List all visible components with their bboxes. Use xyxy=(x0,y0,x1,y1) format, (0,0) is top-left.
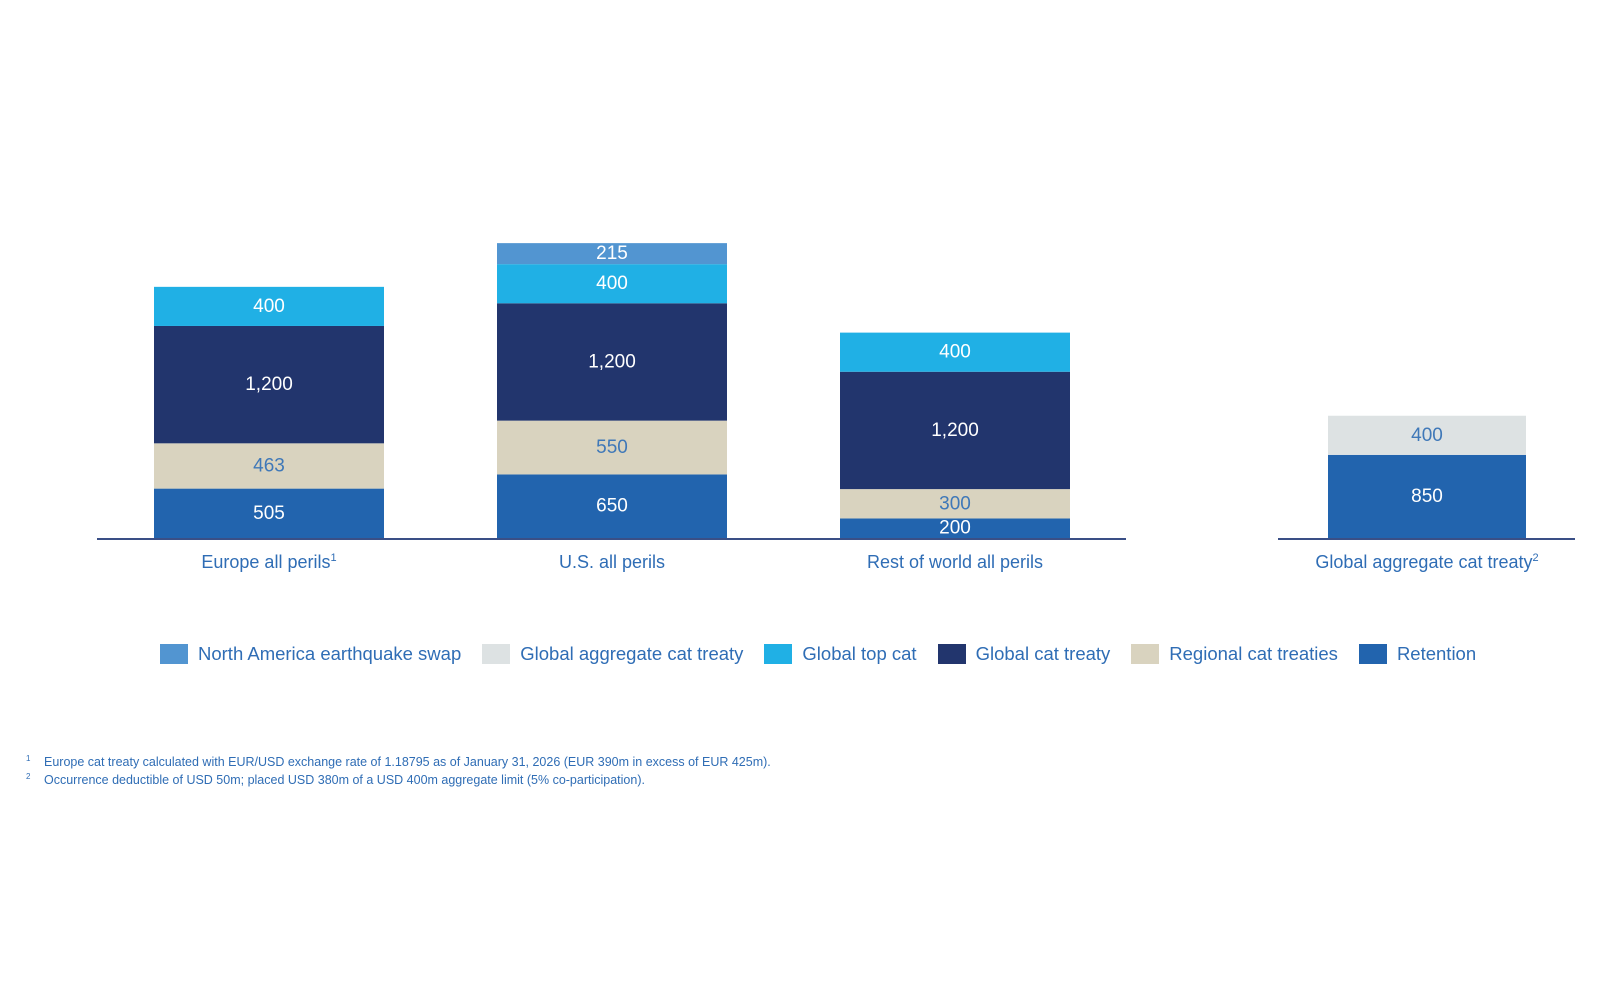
bar-segment-global-top-cat xyxy=(154,286,384,326)
legend-item: Global aggregate cat treaty xyxy=(482,643,743,665)
category-label: Global aggregate cat treaty2 xyxy=(1315,552,1538,572)
legend-swatch xyxy=(482,644,511,664)
legend-item: Regional cat treaties xyxy=(1131,643,1338,665)
data-label: 400 xyxy=(253,296,285,317)
footnote-mark: 1 xyxy=(26,754,31,763)
category-label: Rest of world all perils xyxy=(867,552,1043,572)
bar-stack: 850 400 xyxy=(1328,415,1526,538)
data-label: 300 xyxy=(939,493,971,514)
bar-segment-retention xyxy=(1328,454,1526,538)
chart-legend: North America earthquake swap Global aggr… xyxy=(160,643,1497,665)
legend-item: Global cat treaty xyxy=(937,643,1111,665)
data-label: 400 xyxy=(1411,425,1443,446)
bar-segment-north-america-earthquake-swap xyxy=(497,243,727,265)
bar-stack: 505 463 1,200 400 xyxy=(154,286,384,538)
legend-swatch xyxy=(1358,644,1387,664)
bar-segment-retention xyxy=(497,474,727,538)
bar-stack: 200 300 1,200 400 xyxy=(840,332,1070,539)
bar-segment-regional-cat-treaties xyxy=(497,420,727,475)
data-label: 215 xyxy=(596,243,628,264)
data-label: 850 xyxy=(1411,486,1443,507)
data-label: 1,200 xyxy=(588,351,636,372)
data-label: 463 xyxy=(253,455,285,476)
legend-item: Global top cat xyxy=(764,643,917,665)
legend-label: Global top cat xyxy=(802,643,917,664)
bar-segment-global-top-cat xyxy=(497,264,727,304)
data-label: 650 xyxy=(596,496,628,517)
bar-segment-global-cat-treaty xyxy=(840,371,1070,490)
bar-segment-global-cat-treaty xyxy=(497,303,727,421)
bar-stack: 650 550 1,200 400 215 xyxy=(497,243,727,538)
legend-label: Retention xyxy=(1396,643,1477,664)
bar-segment-global-aggregate-cat-treaty xyxy=(1328,415,1526,455)
data-label: 400 xyxy=(596,273,628,294)
data-label: 200 xyxy=(939,518,971,539)
legend-label: Regional cat treaties xyxy=(1169,643,1338,664)
footnote-text: Occurrence deductible of USD 50m; placed… xyxy=(44,773,645,787)
data-label: 400 xyxy=(939,342,971,363)
legend-swatch xyxy=(937,644,966,664)
data-label: 1,200 xyxy=(931,420,979,441)
category-label: Europe all perils1 xyxy=(201,552,336,572)
bar-segment-regional-cat-treaties xyxy=(840,489,1070,519)
legend-item: Retention xyxy=(1358,643,1477,665)
footnote-text: Europe cat treaty calculated with EUR/US… xyxy=(44,755,771,769)
legend-item: North America earthquake swap xyxy=(160,643,461,665)
bar-segment-retention xyxy=(154,488,384,538)
data-label: 550 xyxy=(596,437,628,458)
bar-segment-retention xyxy=(840,518,1070,538)
legend-label: Global aggregate cat treaty xyxy=(520,643,744,664)
data-label: 505 xyxy=(253,503,285,524)
bar-segment-global-top-cat xyxy=(840,332,1070,372)
legend-swatch xyxy=(764,644,793,664)
bar-segment-regional-cat-treaties xyxy=(154,443,384,489)
footnote-2: 2 Occurrence deductible of USD 50m; plac… xyxy=(26,771,771,789)
legend-swatch xyxy=(160,644,188,664)
footnotes: 1 Europe cat treaty calculated with EUR/… xyxy=(26,753,771,789)
footnote-1: 1 Europe cat treaty calculated with EUR/… xyxy=(26,753,771,771)
legend-swatch xyxy=(1131,644,1160,664)
footnote-mark: 2 xyxy=(26,772,31,781)
legend-label: Global cat treaty xyxy=(975,643,1111,664)
legend-label: North America earthquake swap xyxy=(198,643,462,664)
bar-segment-global-cat-treaty xyxy=(154,325,384,444)
category-label: U.S. all perils xyxy=(559,552,665,572)
data-label: 1,200 xyxy=(245,374,293,395)
